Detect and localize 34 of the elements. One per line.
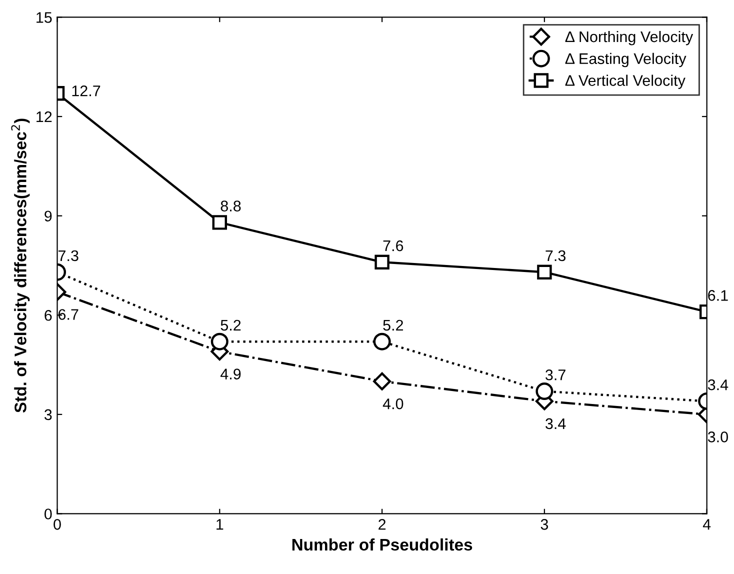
x-tick-label: 1 [216,519,224,530]
y-tick-label: 12 [36,111,52,122]
y-tick-label: 0 [44,508,52,520]
x-tick-label: 2 [378,518,386,530]
x-tick-label: 3 [540,518,548,530]
data-label: 5.2 [220,320,241,331]
point [373,332,391,350]
legend-label: Δ Easting Velocity [565,52,686,68]
data-label: 7.6 [383,240,404,252]
data-label: 4.9 [220,368,241,380]
y-axis-title: Std. of Velocity differences(mm/sec$^{2}$) [11,118,30,413]
data-label: 6.7 [58,309,78,320]
data-label: 6.1 [708,290,728,301]
point [374,254,390,270]
data-label: 3.4 [708,379,728,390]
y-tick-label: 9 [44,210,52,222]
data-label: 5.2 [383,320,404,331]
data-label: 12.7 [72,85,100,96]
y-tick-label: 15 [36,12,52,23]
data-label: 3.4 [546,418,566,430]
y-tick-label: 3 [44,409,52,420]
data-label: 4.0 [382,398,404,410]
data-label: 8.8 [220,200,241,212]
legend-label: Δ Northing Velocity [565,30,694,46]
x-tick-label: 4 [702,519,711,530]
data-label: 3.7 [546,369,566,380]
x-axis-title: Number of Pseudolites [292,538,472,551]
x-tick-label: 0 [54,518,61,530]
data-label: 7.3 [58,250,78,262]
point [373,372,392,390]
legend-label: Δ Vertical Velocity [565,74,686,89]
data-label: 7.3 [546,250,566,262]
data-label: 3.0 [708,432,728,442]
y-tick-label: 6 [44,310,52,321]
